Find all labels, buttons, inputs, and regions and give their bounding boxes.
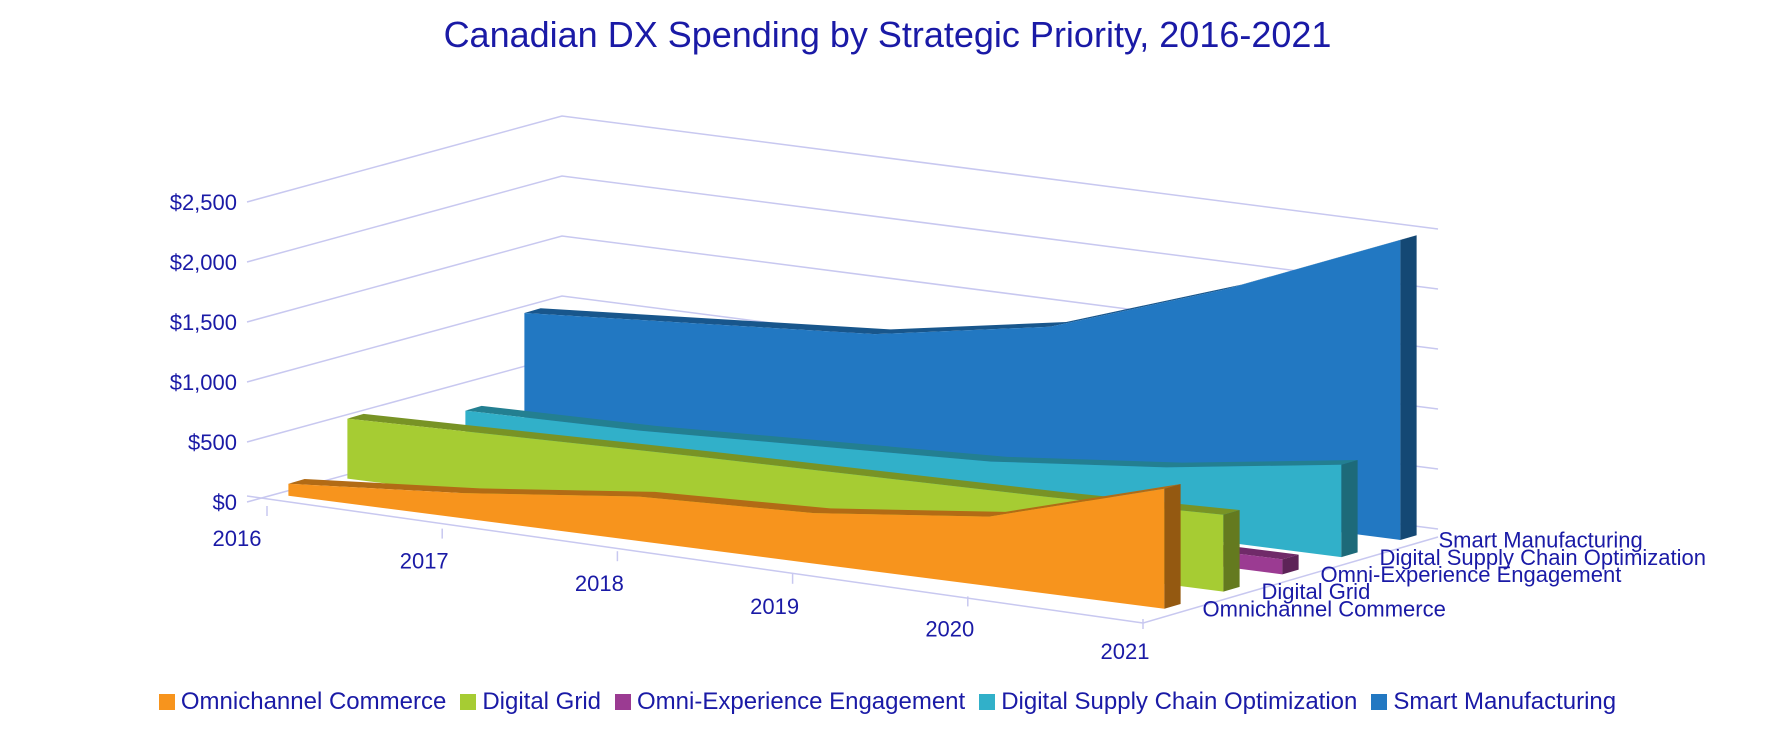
series-area-omnichannel-commerce: [288, 483, 1165, 609]
series-end: [1341, 460, 1358, 558]
gridline: [246, 175, 1439, 290]
chart-legend: Omnichannel Commerce Digital Grid Omni-Exp…: [0, 688, 1775, 716]
series-end: [1282, 554, 1299, 575]
series-end: [1164, 484, 1181, 609]
legend-item: Omni-Experience Engagement: [615, 688, 965, 716]
legend-item: Smart Manufacturing: [1371, 688, 1616, 716]
legend-item: Digital Grid: [460, 688, 601, 716]
legend-item: Omnichannel Commerce: [158, 688, 447, 716]
x-tick-label: 2019: [750, 594, 799, 619]
legend-label: Omni-Experience Engagement: [637, 688, 966, 715]
x-tick-label: 2016: [213, 526, 262, 551]
legend-label: Digital Supply Chain Optimization: [1001, 688, 1358, 715]
x-tick-label: 2020: [925, 616, 974, 641]
legend-label: Smart Manufacturing: [1393, 688, 1617, 715]
y-tick-label: $0: [213, 490, 237, 515]
legend-swatch: [615, 694, 632, 710]
series-top-digital-grid: [347, 413, 1240, 515]
legend-label: Digital Grid: [482, 688, 602, 715]
gridline: [246, 115, 1439, 230]
y-tick-label: $2,500: [170, 190, 237, 215]
depth-tick-label: Omnichannel Commerce: [1203, 596, 1446, 621]
y-tick-label: $500: [188, 430, 237, 455]
x-tick-label: 2021: [1101, 639, 1150, 664]
x-tick-label: 2017: [400, 549, 449, 574]
depth-axis-line: [1142, 536, 1439, 624]
depth-tick-label: Digital Supply Chain Optimization: [1380, 545, 1707, 570]
x-tick-label: 2018: [575, 571, 624, 596]
legend-swatch: [460, 694, 477, 710]
legend-swatch: [158, 694, 175, 710]
depth-tick-label: Omni-Experience Engagement: [1321, 562, 1622, 587]
y-tick-label: $1,000: [170, 370, 237, 395]
series-end: [1400, 235, 1417, 540]
legend-swatch: [1371, 694, 1388, 710]
y-tick-label: $2,000: [170, 250, 237, 275]
series-end: [1223, 510, 1240, 592]
legend-label: Omnichannel Commerce: [180, 688, 447, 715]
x-axis-line: [246, 495, 1144, 624]
depth-tick-label: Smart Manufacturing: [1439, 528, 1643, 553]
legend-swatch: [979, 694, 996, 710]
chart-title: Canadian DX Spending by Strategic Priori…: [443, 14, 1332, 55]
legend-item: Digital Supply Chain Optimization: [979, 688, 1357, 716]
y-tick-label: $1,500: [170, 310, 237, 335]
depth-tick-label: Digital Grid: [1262, 579, 1371, 604]
